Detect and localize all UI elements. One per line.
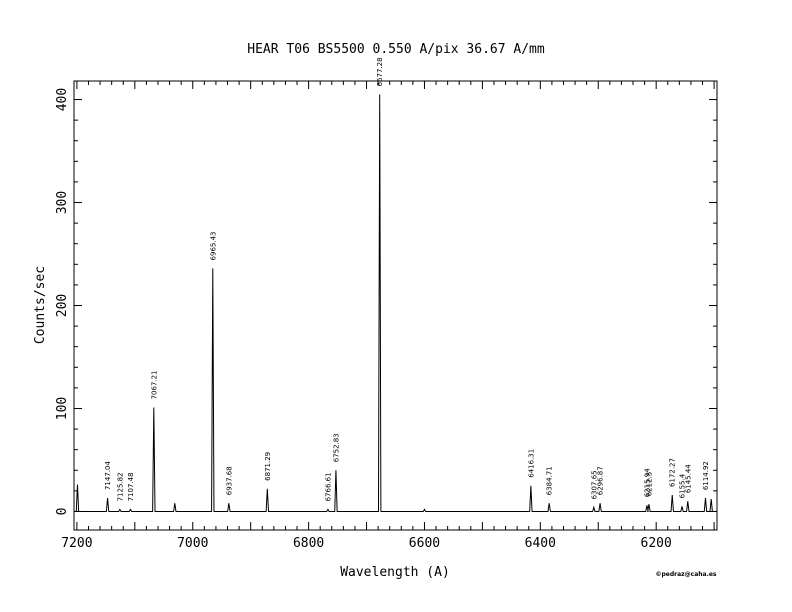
- peak-label: 7107.48: [127, 472, 135, 501]
- peak-label: 6212.5: [645, 472, 653, 497]
- peak-labels: 7147.04 7125.82 7107.48 7067.21 6965.43 6937.…: [104, 57, 710, 501]
- credit-text: ©pedraz@caha.es: [655, 571, 716, 578]
- peak-label: 6937.68: [225, 466, 233, 495]
- peak-label: 6766.61: [324, 472, 332, 501]
- x-tick-label: 6400: [525, 536, 556, 551]
- x-tick-label: 6200: [641, 536, 672, 551]
- peak-label: 7067.21: [150, 370, 158, 399]
- y-tick-label: 200: [55, 294, 70, 317]
- plot-frame: [73, 80, 718, 531]
- peak-label: 6384.71: [546, 466, 554, 495]
- peak-label: 7125.82: [116, 472, 124, 501]
- y-tick-label: 400: [55, 88, 70, 111]
- y-tick-label: 100: [55, 397, 70, 420]
- chart-title: HEAR T06 BS5500 0.550 A/pix 36.67 A/mm: [247, 42, 545, 57]
- peak-label: 6145.44: [684, 464, 692, 493]
- y-axis: 0 100 200 300 400: [55, 88, 717, 516]
- peak-label: 6677.28: [376, 57, 384, 86]
- y-tick-label: 300: [55, 191, 70, 214]
- peak-label: 6296.87: [597, 466, 605, 495]
- peak-label: 6155.4: [679, 473, 687, 498]
- y-axis-label: Counts/sec: [33, 266, 48, 344]
- peak-label: 7147.04: [104, 461, 112, 490]
- x-tick-label: 6800: [293, 536, 324, 551]
- spectrum-series-line: [74, 94, 717, 512]
- peak-label: 6307.65: [590, 470, 598, 499]
- peak-label: 6172.27: [669, 458, 677, 487]
- peak-label: 6752.83: [332, 433, 340, 462]
- x-tick-label: 7000: [177, 536, 208, 551]
- x-axis: 7200 7000 6800 6600 6400 6200: [61, 81, 715, 551]
- peak-label: 6965.43: [209, 231, 217, 260]
- y-tick-label: 0: [55, 508, 70, 516]
- x-tick-label: 7200: [61, 536, 92, 551]
- peak-label: 6871.29: [264, 452, 272, 481]
- x-tick-label: 6600: [409, 536, 440, 551]
- peak-label: 6114.92: [702, 461, 710, 490]
- x-axis-label: Wavelength (A): [340, 565, 450, 580]
- peak-label: 6215.94: [643, 468, 651, 497]
- peak-label: 6416.31: [527, 449, 535, 478]
